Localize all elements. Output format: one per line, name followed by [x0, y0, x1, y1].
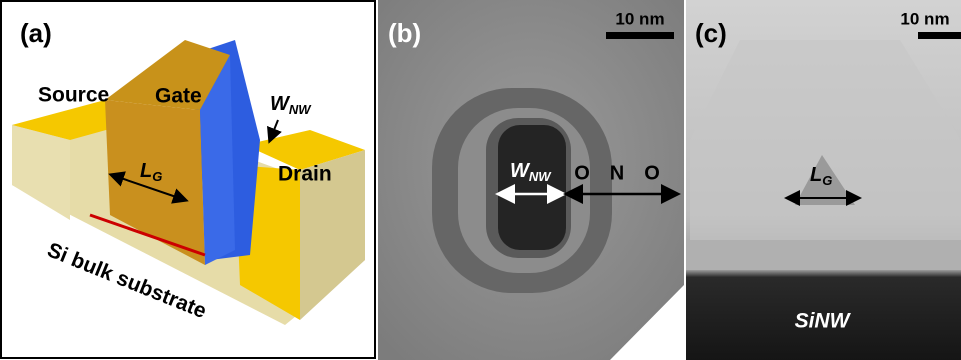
panel-a: (a) Source Gate Drain WNW LG Si bulk sub…	[1, 1, 375, 358]
subscript: G	[152, 169, 162, 184]
panel-label: (a)	[20, 18, 52, 48]
symbol: W	[270, 93, 291, 115]
subscript: G	[822, 173, 832, 188]
subscript: NW	[529, 169, 552, 184]
scale-bar-label: 10 nm	[615, 9, 664, 28]
figure: (a) Source Gate Drain WNW LG Si bulk sub…	[0, 0, 961, 360]
nanowire-core	[498, 125, 566, 250]
panel-b: (b) 10 nm WNW O N O	[378, 0, 684, 360]
interface-band	[686, 240, 961, 270]
source-label: Source	[38, 84, 109, 107]
scale-bar-label: 10 nm	[900, 9, 949, 28]
symbol: L	[810, 164, 822, 186]
drain-label: Drain	[278, 163, 332, 186]
scale-bar	[606, 32, 674, 39]
subscript: NW	[289, 102, 312, 117]
material-label: SiNW	[795, 310, 852, 333]
panel-c: (c) 10 nm LG SiNW	[686, 0, 961, 360]
symbol: L	[140, 160, 152, 182]
panel-label: (c)	[695, 18, 727, 48]
gate-label: Gate	[155, 85, 202, 108]
layer-label: O	[644, 162, 660, 184]
layer-label: N	[610, 162, 624, 184]
symbol: W	[510, 160, 531, 182]
scale-bar	[918, 32, 961, 39]
panel-label: (b)	[388, 18, 421, 48]
layer-label: O	[574, 162, 590, 184]
page: {"panels": [ {"label": "(a)", "source": …	[0, 0, 961, 360]
